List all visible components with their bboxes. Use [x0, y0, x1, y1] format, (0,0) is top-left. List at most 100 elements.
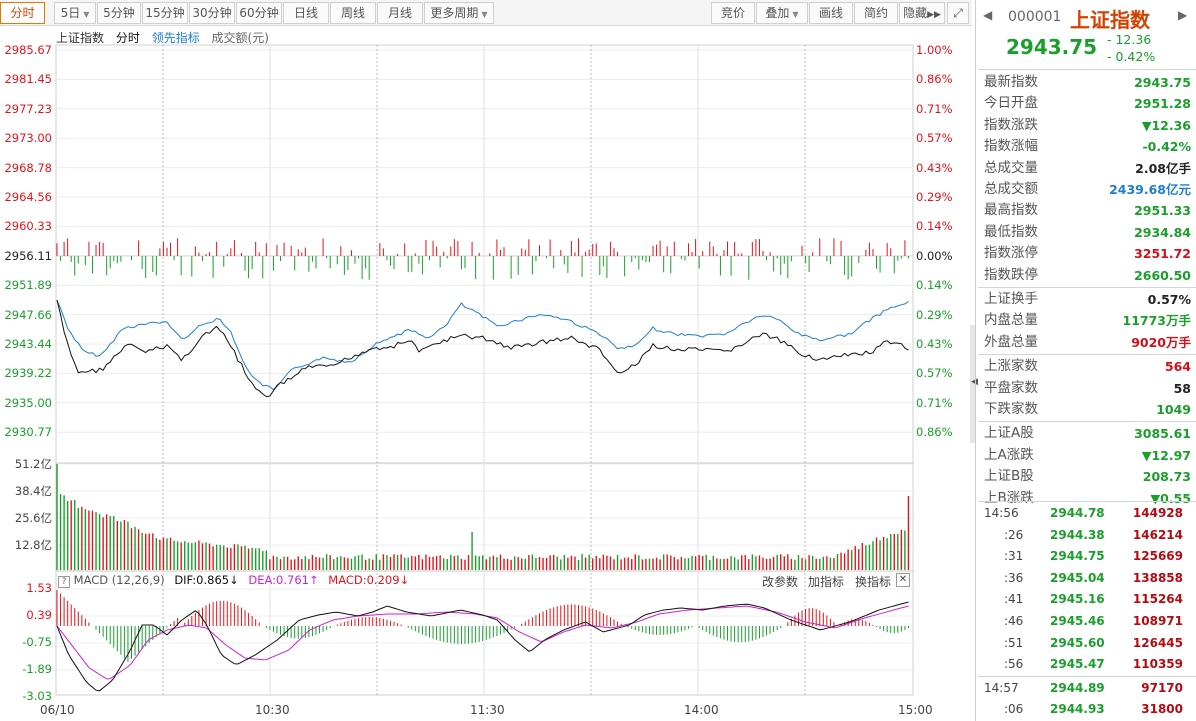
tick-row: :31 2944.75 125669 — [984, 546, 1191, 567]
stat-label: 下跌家数 — [984, 401, 1038, 417]
stat-value: 564 — [1164, 359, 1191, 375]
tick-time: :41 — [1004, 592, 1024, 607]
expand-icon: ⤢ — [953, 6, 963, 20]
overlay-label: 叠加 — [765, 6, 790, 20]
tick-volume: 31800 — [1141, 702, 1183, 717]
tick-volume: 97170 — [1141, 680, 1183, 695]
dea-line — [56, 605, 909, 680]
macd-axis-tick: -1.89 — [22, 662, 52, 676]
tab-5day-label: 5日 — [60, 6, 81, 20]
tick-row: 14:57 2944.89 97170 — [984, 678, 1191, 699]
stock-code: 000001 — [1008, 9, 1062, 25]
time-label: 15:00 — [898, 703, 933, 717]
stat-row: 指数涨跌 ▼12.36 — [984, 115, 1191, 136]
volume-axis-tick: 51.2亿 — [14, 457, 52, 471]
tick-row: :41 2945.16 115264 — [984, 589, 1191, 610]
tick-time: :51 — [1004, 635, 1024, 650]
tab-daily[interactable]: 日线 — [283, 2, 329, 24]
double-chevron-right-icon: ▶▶ — [927, 10, 941, 20]
stat-value: 11773万手 — [1122, 313, 1192, 329]
price-axis-tick: 2935.00 — [4, 395, 52, 410]
auction-button[interactable]: 竞价 — [711, 2, 755, 24]
stat-row: 指数涨幅 -0.42% — [984, 136, 1191, 157]
stat-label: 指数跌停 — [984, 266, 1038, 283]
tab-60min[interactable]: 60分钟 — [236, 2, 282, 24]
tick-price: 2944.38 — [1050, 527, 1105, 542]
tab-more-label: 更多周期 — [430, 6, 479, 20]
time-label: 06/10 — [40, 703, 75, 717]
stat-label: 指数涨停 — [984, 245, 1038, 262]
stat-value: 2439.68亿元 — [1109, 182, 1191, 197]
stat-row: 指数涨停 3251.72 — [984, 243, 1191, 264]
tab-30min[interactable]: 30分钟 — [189, 2, 235, 24]
macd-axis-tick: 1.53 — [26, 581, 52, 595]
leading-indicator-link[interactable]: 领先指标 — [151, 31, 200, 45]
volume-axis-tick: 38.4亿 — [14, 484, 52, 498]
price-axis-tick: 2956.11 — [4, 248, 52, 263]
macd-dea: DEA:0.761↑ — [248, 573, 318, 587]
time-label: 11:30 — [470, 703, 505, 717]
stat-label: 最低指数 — [984, 223, 1038, 240]
divider — [978, 69, 1196, 70]
tick-price: 2945.46 — [1050, 614, 1105, 628]
macd-switch-indicator[interactable]: 换指标 — [855, 575, 892, 589]
panel-collapse-handle[interactable] — [970, 325, 976, 443]
tab-15min[interactable]: 15分钟 — [142, 2, 188, 24]
stat-value: 2660.50 — [1134, 267, 1191, 283]
price-axis-tick: 2981.45 — [4, 72, 52, 87]
macd-add-indicator[interactable]: 加指标 — [808, 575, 845, 589]
stat-value: 2951.28 — [1134, 96, 1191, 112]
stat-row: 上证换手 0.57% — [984, 289, 1191, 310]
price-axis-tick: 2930.77 — [4, 425, 52, 440]
tick-row: :26 2944.38 146214 — [984, 525, 1191, 546]
tick-time: :06 — [1004, 702, 1024, 717]
stat-label: 外盘总量 — [984, 333, 1038, 350]
macd-macd-value: MACD:0.209 — [328, 573, 400, 587]
tab-weekly[interactable]: 周线 — [330, 2, 376, 24]
stat-value: 2.08亿手 — [1135, 160, 1191, 176]
tick-time: 14:57 — [984, 680, 1019, 695]
stat-row: 下跌家数 1049 — [984, 399, 1191, 420]
tab-more-periods[interactable]: 更多周期 ▼ — [424, 2, 494, 24]
stat-value: -0.42% — [1142, 139, 1191, 155]
time-label: 10:30 — [255, 703, 290, 717]
fullscreen-button[interactable]: ⤢ — [947, 2, 969, 24]
help-icon[interactable]: ? — [58, 576, 70, 588]
tick-price: 2945.04 — [1050, 570, 1105, 585]
stat-label: 上涨家数 — [984, 358, 1038, 375]
overlay-button[interactable]: 叠加 ▼ — [756, 2, 808, 24]
macd-close-icon[interactable]: ✕ — [896, 573, 910, 587]
percent-axis-tick: 0.57% — [916, 131, 953, 146]
prev-stock-icon[interactable]: ◀ — [983, 8, 993, 22]
tick-volume: 110359 — [1132, 657, 1183, 672]
tick-time: :31 — [1004, 549, 1024, 564]
current-price: 2943.75 — [1006, 35, 1098, 59]
next-stock-icon[interactable]: ▶ — [1178, 8, 1188, 22]
stat-value: 2951.33 — [1134, 203, 1191, 219]
chevron-down-icon: ▼ — [83, 10, 90, 19]
stat-label: 最新指数 — [984, 74, 1038, 90]
tab-5min[interactable]: 5分钟 — [97, 2, 141, 24]
simple-mode-button[interactable]: 简约 — [854, 2, 898, 24]
stat-row: 总成交额 2439.68亿元 — [984, 179, 1191, 200]
triangle-left-icon: ◀ — [971, 377, 978, 387]
macd-change-params[interactable]: 改参数 — [762, 575, 799, 589]
hide-button[interactable]: 隐藏▶▶ — [899, 2, 945, 24]
tick-row: :36 2945.04 138858 — [984, 568, 1191, 589]
stat-value: 2943.75 — [1134, 75, 1191, 90]
stat-label: 总成交额 — [984, 181, 1038, 197]
time-label: 14:00 — [684, 703, 719, 717]
stat-row: 今日开盘 2951.28 — [984, 93, 1191, 114]
quote-panel: ◀ 000001 上证指数 ▶ 2943.75 - 12.36 - 0.42% … — [975, 0, 1196, 721]
divider — [978, 675, 1196, 677]
tab-monthly[interactable]: 月线 — [377, 2, 423, 24]
period-label: 分时 — [115, 31, 140, 45]
tick-volume: 126445 — [1132, 635, 1183, 650]
price-axis-tick: 2951.89 — [4, 278, 52, 293]
divider — [978, 354, 1196, 356]
draw-line-button[interactable]: 画线 — [809, 2, 853, 24]
dif-line — [56, 601, 909, 692]
tab-5day[interactable]: 5日 ▼ — [54, 2, 96, 24]
tick-price: 2944.89 — [1050, 680, 1105, 695]
tab-intraday[interactable]: 分时 — [0, 2, 45, 24]
